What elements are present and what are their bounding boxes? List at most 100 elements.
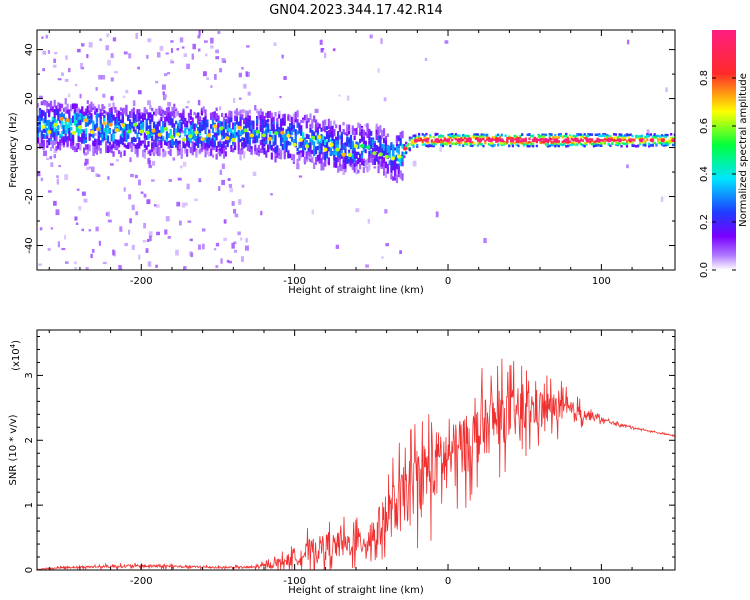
heatmap-cell: [175, 143, 178, 147]
snr-x-tick-label: 100: [592, 576, 611, 587]
heatmap-noise-cell: [47, 50, 51, 54]
heatmap-peak: [435, 138, 440, 143]
heatmap-cell: [605, 133, 608, 137]
heatmap-cell: [379, 160, 382, 168]
heatmap-cell: [384, 161, 388, 169]
heatmap-cell: [272, 116, 275, 125]
heatmap-cell: [221, 121, 224, 127]
heatmap-cell: [60, 112, 64, 118]
heatmap-cell: [263, 123, 266, 128]
heatmap-noise-cell: [75, 83, 78, 87]
heatmap-cell: [204, 115, 207, 123]
heatmap-cell: [590, 142, 594, 146]
heatmap-cell: [73, 119, 77, 126]
heatmap-cell: [127, 142, 130, 149]
heatmap-cell: [243, 141, 246, 149]
heatmap-cell: [274, 150, 277, 154]
heatmap-cell: [79, 129, 82, 134]
heatmap-cell: [392, 150, 395, 157]
heatmap-cell: [640, 134, 643, 138]
heatmap-noise-cell: [95, 87, 98, 91]
heatmap-noise-cell: [123, 187, 126, 192]
heatmap-noise-cell: [54, 52, 58, 55]
heatmap-cell: [213, 111, 216, 119]
heatmap-cell: [40, 101, 43, 106]
heatmap-noise-cell: [107, 211, 110, 217]
heatmap-cell: [631, 144, 634, 147]
heatmap-cell: [143, 132, 146, 139]
heatmap-cell: [618, 134, 621, 138]
heatmap-cell: [631, 134, 634, 138]
heatmap-noise-cell: [319, 39, 323, 45]
heatmap-cell: [410, 140, 413, 143]
heatmap-cell: [399, 154, 402, 162]
heatmap-cell: [147, 112, 150, 121]
heatmap-cell: [375, 156, 378, 162]
heatmap-cell: [583, 133, 586, 136]
heatmap-cell: [38, 118, 42, 123]
heatmap-cell: [40, 117, 43, 121]
heatmap-cell: [386, 133, 389, 137]
heatmap-noise-cell: [53, 154, 57, 159]
heatmap-cell: [314, 156, 318, 165]
heatmap-cell: [309, 127, 312, 133]
heatmap-cell: [261, 139, 264, 145]
heatmap-cell: [244, 121, 248, 129]
heatmap-cell: [200, 140, 203, 147]
heatmap-noise-cell: [125, 89, 129, 94]
heatmap-cell: [414, 141, 417, 145]
heatmap-cell: [324, 160, 327, 167]
heatmap-cell: [348, 124, 351, 131]
heatmap-cell: [589, 138, 592, 141]
heatmap-cell: [329, 138, 332, 142]
heatmap-cell: [160, 140, 163, 149]
heatmap-cell: [283, 119, 286, 126]
heatmap-cell: [88, 133, 91, 141]
heatmap-cell: [186, 134, 189, 142]
heatmap-cell: [397, 149, 400, 155]
heatmap-cell: [318, 148, 321, 153]
heatmap-noise-cell: [186, 183, 190, 190]
heatmap-cell: [176, 140, 180, 145]
heatmap-cell: [86, 144, 89, 150]
heatmap-cell: [97, 135, 100, 143]
heatmap-cell: [460, 136, 463, 140]
heatmap-cell: [83, 111, 86, 116]
heatmap-cell: [84, 111, 88, 116]
heatmap-cell: [336, 142, 340, 149]
heatmap-cell: [84, 144, 88, 150]
heatmap-cell: [451, 132, 454, 136]
heatmap-cell: [340, 148, 343, 154]
heatmap-noise-cell: [231, 201, 235, 206]
heatmap-noise-cell: [52, 64, 57, 68]
heatmap-cell: [633, 144, 636, 148]
heatmap-cell: [624, 138, 627, 141]
heatmap-cell: [261, 111, 264, 120]
heatmap-cell: [379, 139, 382, 144]
heatmap-cell: [66, 109, 69, 114]
heatmap-cell: [324, 151, 327, 160]
heatmap-noise-cell: [201, 228, 206, 232]
heatmap-cell: [263, 147, 266, 155]
heatmap-cell: [513, 141, 516, 145]
heatmap-noise-cell: [223, 219, 227, 224]
heatmap-cell: [530, 143, 533, 146]
heatmap-cell: [71, 103, 75, 110]
heatmap-cell: [452, 142, 456, 145]
heatmap-cell: [222, 141, 226, 149]
heatmap-cell: [303, 156, 307, 164]
snr-x-ticks: -200 -100 0 100: [48, 330, 664, 587]
heatmap-noise-cell: [175, 249, 179, 256]
heatmap-cell: [92, 105, 95, 110]
heatmap-noise-cell: [215, 56, 220, 60]
heatmap-cell: [417, 132, 421, 136]
heatmap-cell: [327, 134, 330, 143]
heatmap-cell: [145, 145, 148, 150]
heatmap-cell: [388, 145, 391, 153]
heatmap-cell: [360, 134, 364, 142]
heatmap-cell: [342, 159, 345, 166]
heatmap-cell: [265, 133, 268, 140]
heatmap-cell: [417, 137, 421, 140]
heatmap-cell: [329, 126, 332, 134]
heatmap-cell: [162, 136, 165, 142]
